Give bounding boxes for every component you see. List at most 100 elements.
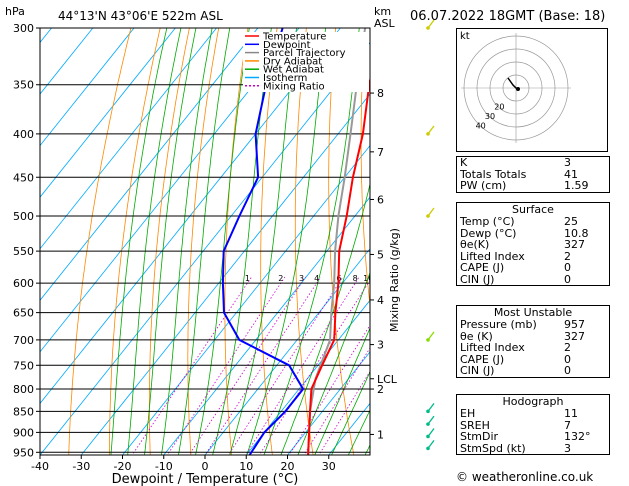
index-tt-label: Totals Totals	[460, 167, 527, 181]
hodo-row-label: StmSpd (kt)	[460, 441, 526, 455]
km-tick-label: 4	[377, 294, 384, 307]
mu-row-value: 0	[564, 352, 571, 366]
mixing-ratio-line	[204, 276, 322, 455]
hodograph-kt-label: kt	[460, 31, 470, 42]
km-tick-label: 2	[377, 383, 384, 396]
mixing-ratio-label: 20	[405, 274, 415, 283]
mixing-ratio-line	[188, 276, 306, 455]
mixing-ratio-label: 2	[278, 274, 283, 283]
index-k-value: 3	[564, 156, 571, 169]
km-tick-label: 5	[377, 248, 384, 261]
pressure-tick-label: 550	[13, 245, 34, 258]
most-unstable-title: Most Unstable	[493, 306, 573, 319]
hodo-row-label: StmDir	[460, 430, 499, 443]
wind-barb-dot	[426, 338, 430, 342]
hodograph-ring-label: 20	[494, 103, 504, 112]
hodograph-title: Hodograph	[502, 395, 564, 408]
dry-adiabat-line	[148, 28, 190, 455]
legend-label: Dry Adiabat	[263, 56, 322, 67]
pressure-tick-label: 750	[13, 359, 34, 372]
legend-label: Parcel Trajectory	[263, 48, 346, 59]
mu-row-label: CAPE (J)	[460, 352, 505, 366]
wet-adiabat-line	[110, 28, 168, 455]
hodo-row-value: 3	[564, 441, 571, 455]
surface-title: Surface	[512, 203, 554, 216]
index-pw-label: PW (cm)	[460, 179, 507, 192]
surface-row-value: 327	[564, 238, 585, 251]
surface-row-label: CAPE (J)	[460, 261, 505, 274]
hodo-row-value: 132°	[564, 430, 591, 443]
mu-row-label: Pressure (mb)	[460, 318, 537, 331]
isotherm-line	[40, 28, 135, 147]
km-tick-label: 7	[377, 146, 384, 159]
temp-tick-label: -40	[31, 460, 49, 473]
pressure-tick-label: 700	[13, 334, 34, 347]
pressure-tick-label: 500	[13, 210, 34, 223]
mixing-ratio-axis-label: Mixing Ratio (g/kg)	[388, 228, 401, 332]
mixing-ratio-label: 8	[353, 274, 358, 283]
km-label: km	[374, 5, 391, 18]
km-tick-label: LCL	[377, 373, 398, 386]
mu-row-value: 957	[564, 318, 585, 331]
legend-label: Dewpoint	[263, 40, 311, 51]
isotherm-line	[40, 41, 370, 455]
pressure-tick-label: 650	[13, 307, 34, 320]
mu-row-label: Lifted Index	[460, 341, 525, 354]
km-tick-label: 8	[377, 87, 384, 100]
isotherm-line	[40, 28, 176, 198]
mu-row-value: 327	[564, 329, 585, 343]
asl-label: ASL	[374, 17, 396, 30]
temperature-profile	[307, 76, 370, 455]
isotherm-line	[40, 28, 341, 405]
temp-tick-label: 10	[239, 460, 253, 473]
most-unstable-table: Most Unstable Pressure (mb) 957 θe (K) 327…	[456, 305, 610, 378]
wind-barb-dot	[426, 409, 430, 414]
x-axis-label: Dewpoint / Temperature (°C)	[112, 472, 299, 486]
mixing-ratio-label: 3	[299, 274, 304, 283]
legend-label: Temperature	[262, 32, 326, 43]
mixing-ratio-line	[303, 347, 370, 455]
wet-adiabat-line	[178, 28, 231, 455]
temp-tick-label: 30	[322, 460, 336, 473]
legend-label: Mixing Ratio	[263, 81, 325, 92]
legend-label: Isotherm	[263, 73, 307, 84]
mixing-ratio-label: 10	[363, 274, 373, 283]
mixing-ratio-label: 4	[314, 274, 319, 283]
mixing-ratio-label: 25	[419, 274, 429, 283]
mixing-ratio-line	[227, 276, 344, 455]
isotherm-line	[204, 248, 370, 455]
temp-tick-label: 0	[202, 460, 209, 473]
isotherm-line	[40, 28, 259, 301]
index-pw-value: 1.59	[564, 179, 589, 192]
mu-row-label: CIN (J)	[460, 364, 495, 377]
mixing-ratio-line	[318, 370, 370, 455]
temp-tick-label: -30	[72, 460, 90, 473]
pressure-tick-label: 350	[13, 79, 34, 92]
wet-adiabat-line	[195, 28, 250, 455]
km-tick-label: 1	[377, 428, 384, 441]
legend-label: Wet Adiabat	[263, 65, 324, 76]
datetime-title: 06.07.2022 18GMT (Base: 18)	[410, 9, 605, 24]
isotherm-line	[287, 351, 370, 455]
pressure-tick-label: 900	[13, 426, 34, 439]
surface-row-label: Lifted Index	[460, 249, 525, 263]
mixing-ratio-label: 1	[245, 274, 250, 283]
hodo-row-label: EH	[460, 407, 476, 420]
surface-row-label: Dewp (°C)	[460, 226, 517, 240]
pressure-tick-label: 400	[13, 128, 34, 141]
mu-row-value: 2	[564, 341, 571, 354]
wind-barb-dot	[426, 446, 430, 451]
surface-table: Surface Temp (°C) 25 Dewp (°C) 10.8 θe(K) 3…	[456, 202, 610, 286]
mu-row-label: θe (K)	[460, 329, 493, 343]
mixing-ratio-line	[258, 279, 370, 455]
credit-text: © weatheronline.co.uk	[456, 470, 594, 484]
indices-table: K 3 Totals Totals 41 PW (cm) 1.59	[456, 156, 610, 193]
hpa-label: hPa	[5, 5, 25, 18]
pressure-tick-label: 600	[13, 277, 34, 290]
hodograph-ring-label: 40	[476, 121, 486, 130]
surface-row-value: 2	[564, 249, 571, 263]
isotherm-line	[40, 28, 218, 250]
temp-tick-label: 20	[281, 460, 295, 473]
wind-barb-dot	[426, 26, 430, 30]
